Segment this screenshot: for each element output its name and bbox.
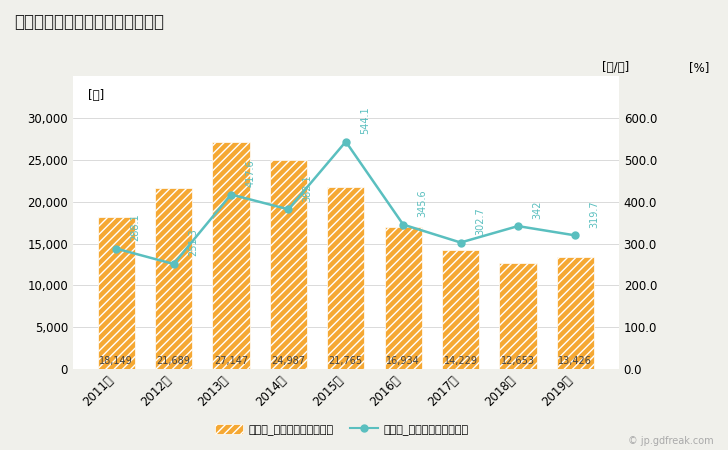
Text: 非木造建築物の床面積合計の推移: 非木造建築物の床面積合計の推移	[15, 14, 165, 32]
Text: 544.1: 544.1	[360, 107, 370, 134]
Text: 18,149: 18,149	[100, 356, 133, 366]
Bar	[442, 250, 479, 369]
Bar	[327, 187, 365, 369]
Text: 345.6: 345.6	[418, 189, 427, 217]
Text: [㎡]: [㎡]	[87, 89, 104, 102]
Text: 16,934: 16,934	[387, 356, 420, 366]
Text: 382.1: 382.1	[303, 174, 313, 202]
Text: 27,147: 27,147	[214, 356, 248, 366]
Text: 302.7: 302.7	[475, 207, 485, 235]
Text: [㎡/棟]: [㎡/棟]	[601, 61, 629, 74]
Bar	[384, 228, 422, 369]
Text: 251.3: 251.3	[188, 229, 198, 256]
Bar	[270, 160, 307, 369]
Text: © jp.gdfreak.com: © jp.gdfreak.com	[628, 436, 713, 446]
Text: 342: 342	[532, 200, 542, 219]
Text: 21,765: 21,765	[329, 356, 363, 366]
Bar	[98, 217, 135, 369]
Text: 12,653: 12,653	[501, 356, 535, 366]
Text: 288.1: 288.1	[130, 213, 141, 241]
Bar	[213, 142, 250, 369]
Text: 13,426: 13,426	[558, 356, 593, 366]
Text: 417.6: 417.6	[245, 159, 256, 187]
Legend: 非木造_床面積合計（左軸）, 非木造_平均床面積（右軸）: 非木造_床面積合計（左軸）, 非木造_平均床面積（右軸）	[211, 419, 473, 440]
Bar	[557, 257, 594, 369]
Text: 24,987: 24,987	[272, 356, 306, 366]
Text: 21,689: 21,689	[157, 356, 191, 366]
Text: 319.7: 319.7	[590, 200, 600, 228]
Bar	[155, 188, 192, 369]
Text: [%]: [%]	[689, 61, 710, 74]
Bar	[499, 263, 537, 369]
Text: 14,229: 14,229	[443, 356, 478, 366]
